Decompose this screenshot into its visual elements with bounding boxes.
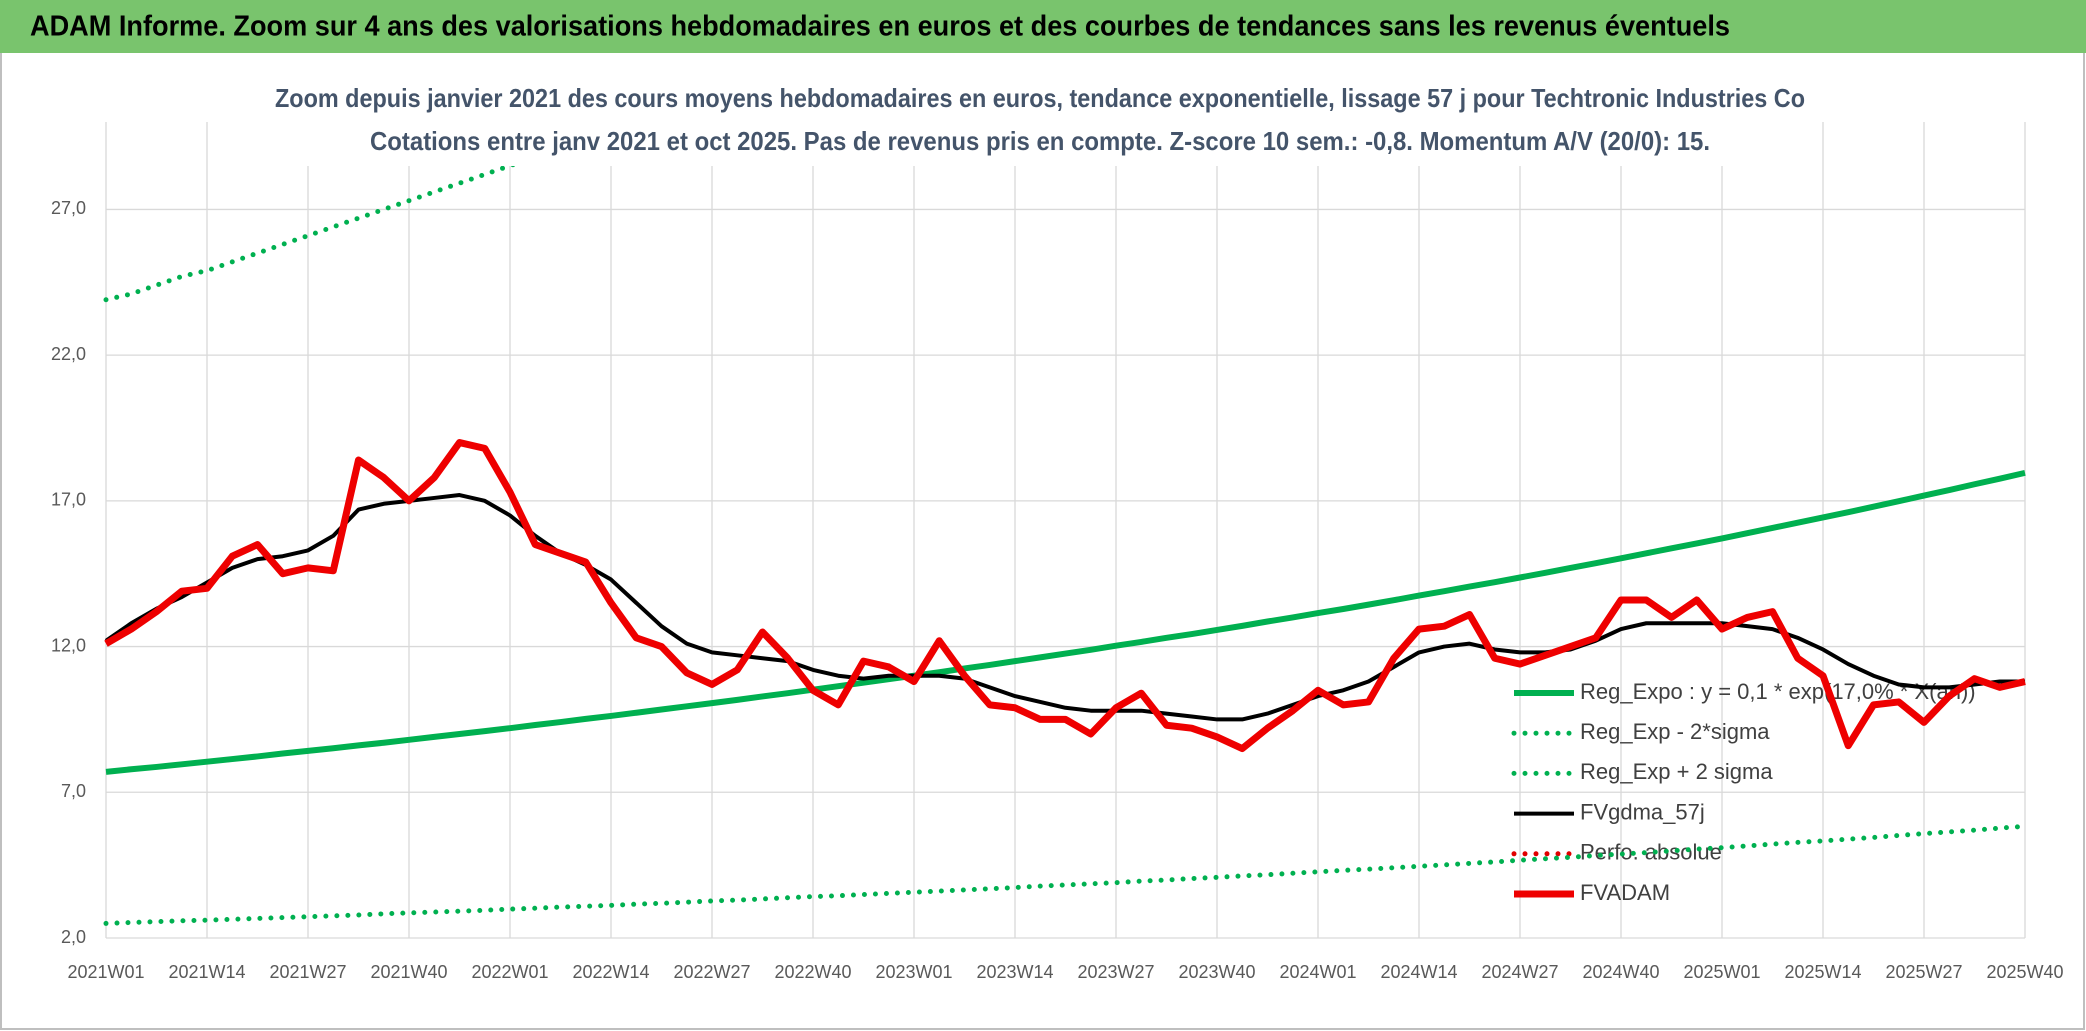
series-line: [104, 493, 2025, 722]
chart-subtitle: Cotations entre janv 2021 et oct 2025. P…: [370, 126, 1710, 156]
series-line: [103, 823, 2028, 926]
title-box: [259, 78, 1822, 166]
legend-label: Reg_Exp - 2*sigma: [1580, 719, 1770, 744]
legend-label: Reg_Exp + 2 sigma: [1580, 759, 1773, 784]
banner: [0, 0, 2086, 53]
x-tick-label: 2024W14: [1380, 962, 1457, 982]
x-tick-label: 2022W01: [471, 962, 548, 982]
y-tick-label: 2,0: [61, 927, 86, 947]
legend-label: Reg_Expo : y = 0,1 * exp(17,0% * X(an)): [1580, 679, 1976, 704]
chart-subtitle: Zoom depuis janvier 2021 des cours moyen…: [275, 83, 1805, 113]
legend-label: FVADAM: [1580, 880, 1670, 905]
plot-area: [103, 122, 2028, 926]
x-tick-label: 2022W27: [673, 962, 750, 982]
x-tick-label: 2021W40: [370, 962, 447, 982]
legend-label: Perfo. absolue: [1580, 840, 1722, 865]
x-tick-label: 2022W14: [572, 962, 649, 982]
x-tick-label: 2021W27: [269, 962, 346, 982]
x-tick-label: 2023W27: [1077, 962, 1154, 982]
x-tick-label: 2023W40: [1178, 962, 1255, 982]
x-tick-label: 2025W01: [1683, 962, 1760, 982]
series-line: [105, 469, 2026, 775]
banner-title: ADAM Informe. Zoom sur 4 ans des valoris…: [30, 11, 1730, 43]
legend: Reg_Expo : y = 0,1 * exp(17,0% * X(an)) R…: [1511, 679, 1976, 905]
y-tick-label: 7,0: [61, 781, 86, 801]
x-tick-label: 2021W14: [168, 962, 245, 982]
chart-frame: [0, 39, 2085, 1030]
legend-label: FVgdma_57j: [1580, 799, 1705, 824]
x-tick-label: 2022W40: [774, 962, 851, 982]
x-tick-label: 2025W14: [1784, 962, 1861, 982]
y-tick-label: 17,0: [51, 490, 86, 510]
x-tick-label: 2024W40: [1582, 962, 1659, 982]
x-tick-label: 2024W01: [1279, 962, 1356, 982]
y-tick-label: 27,0: [51, 198, 86, 218]
series-line: [104, 439, 2026, 753]
x-tick-label: 2025W40: [1986, 962, 2063, 982]
x-tick-label: 2024W27: [1481, 962, 1558, 982]
x-tick-label: 2021W01: [67, 962, 144, 982]
x-tick-label: 2025W27: [1885, 962, 1962, 982]
y-tick-label: 12,0: [51, 635, 86, 655]
x-tick-label: 2023W14: [976, 962, 1053, 982]
y-tick-label: 22,0: [51, 344, 86, 364]
x-tick-label: 2023W01: [875, 962, 952, 982]
